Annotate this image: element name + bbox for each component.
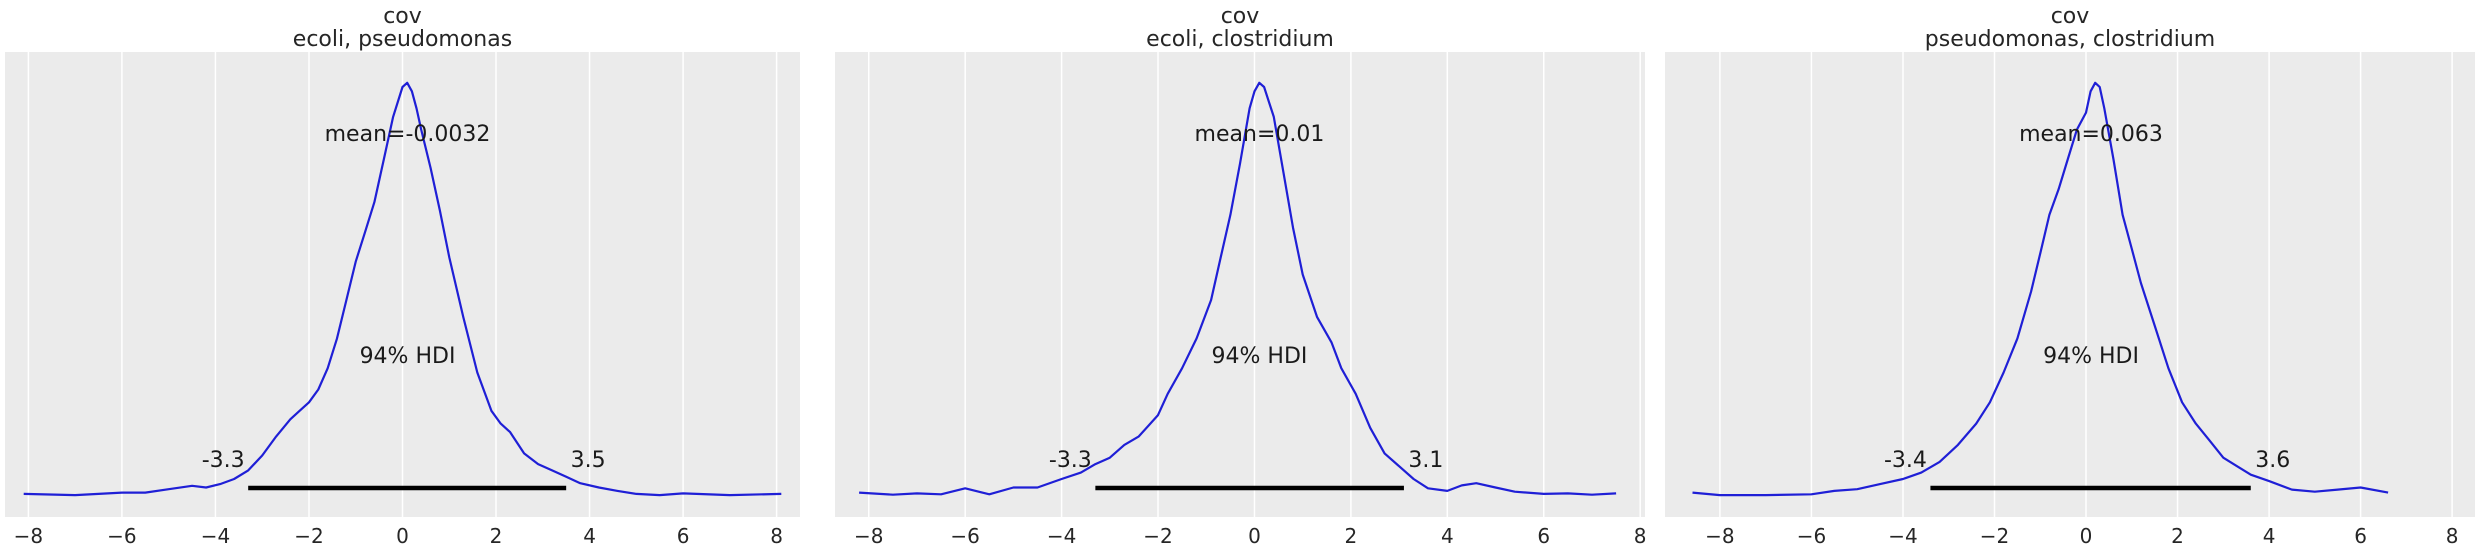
x-tick-label: −2 xyxy=(1143,524,1172,548)
x-tick-label: −4 xyxy=(1047,524,1076,548)
x-tick-label: −8 xyxy=(854,524,883,548)
x-tick-label: 8 xyxy=(2446,524,2459,548)
chart-subtitle: pseudomonas, clostridium xyxy=(1925,27,2215,52)
x-tick-label: −2 xyxy=(294,524,323,548)
hdi-high-label: 3.5 xyxy=(571,448,606,473)
chart-title: cov xyxy=(1221,4,1260,29)
x-tick-label: 4 xyxy=(583,524,596,548)
x-tick-label: 6 xyxy=(677,524,690,548)
density-curve xyxy=(23,81,782,497)
x-tick-label: 0 xyxy=(2080,524,2093,548)
x-tick-label: 6 xyxy=(2354,524,2367,548)
x-tick-label: 6 xyxy=(1537,524,1550,548)
hdi-low-label: -3.3 xyxy=(1049,448,1092,473)
x-tick-label: −4 xyxy=(1888,524,1917,548)
hdi-label: 94% HDI xyxy=(2043,344,2139,369)
x-tick-label: 0 xyxy=(396,524,409,548)
chart-title: cov xyxy=(2051,4,2090,29)
density-curve xyxy=(859,81,1617,496)
x-tick-label: −8 xyxy=(1705,524,1734,548)
x-tick-label: 2 xyxy=(1345,524,1358,548)
x-tick-label: −8 xyxy=(14,524,43,548)
chart-subtitle: ecoli, clostridium xyxy=(1146,27,1334,52)
hdi-high-label: 3.6 xyxy=(2255,448,2290,473)
x-tick-label: 4 xyxy=(1441,524,1454,548)
plot-area xyxy=(1665,52,2475,517)
x-tick-label: −6 xyxy=(107,524,136,548)
hdi-low-label: -3.4 xyxy=(1884,448,1927,473)
x-tick-label: 4 xyxy=(2263,524,2276,548)
chart-title: cov xyxy=(383,4,422,29)
mean-label: mean=0.01 xyxy=(1195,122,1325,147)
mean-label: mean=0.063 xyxy=(2019,122,2163,147)
x-tick-label: 8 xyxy=(1634,524,1647,548)
hdi-label: 94% HDI xyxy=(1212,344,1308,369)
plot-area xyxy=(835,52,1645,517)
x-tick-label: 2 xyxy=(2171,524,2184,548)
x-tick-label: −2 xyxy=(1980,524,2009,548)
hdi-high-label: 3.1 xyxy=(1408,448,1443,473)
x-tick-label: 8 xyxy=(770,524,783,548)
x-tick-label: 0 xyxy=(1248,524,1261,548)
chart-subtitle: ecoli, pseudomonas xyxy=(293,27,512,52)
x-tick-label: −6 xyxy=(1797,524,1826,548)
density-curve xyxy=(1692,81,2389,497)
hdi-low-label: -3.3 xyxy=(202,448,245,473)
hdi-label: 94% HDI xyxy=(360,344,456,369)
x-tick-label: −6 xyxy=(950,524,979,548)
mean-label: mean=-0.0032 xyxy=(325,122,491,147)
x-tick-label: 2 xyxy=(490,524,503,548)
x-tick-label: −4 xyxy=(201,524,230,548)
